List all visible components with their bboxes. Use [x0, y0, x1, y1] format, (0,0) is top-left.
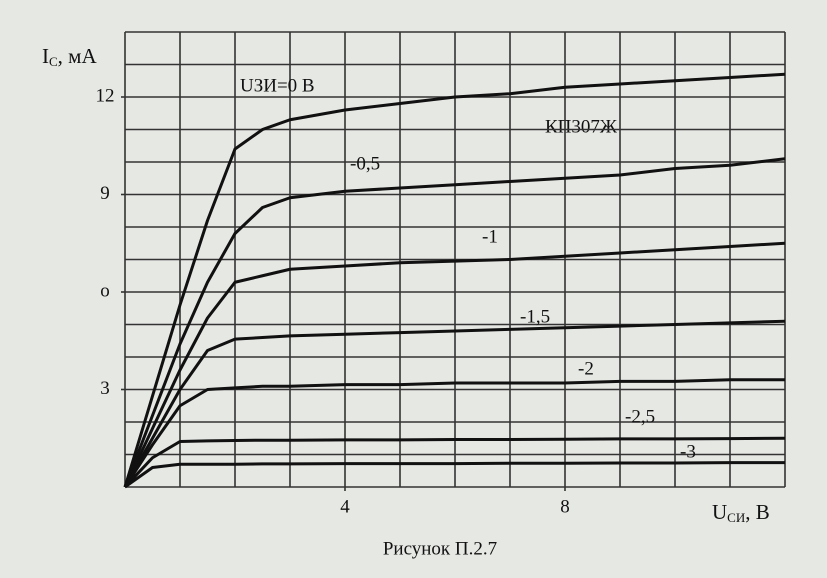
curve-label: -0,5 [350, 153, 380, 174]
curve [123, 241, 786, 488]
y-tick-label: 3 [100, 378, 110, 399]
curve [123, 72, 786, 488]
y-tick-label: 12 [96, 85, 115, 106]
x-axis-label: UСИ, В [712, 500, 770, 525]
x-tick-label: 4 [340, 496, 350, 517]
curve-label: -1 [482, 226, 498, 247]
curve-label: -3 [680, 441, 696, 462]
curve-label: -1,5 [520, 306, 550, 327]
curve-label: UЗИ=0 В [240, 75, 315, 96]
curve [123, 319, 786, 488]
caption: Рисунок П.2.7 [383, 538, 497, 559]
curve [123, 436, 786, 489]
curve-label: -2 [578, 358, 594, 379]
x-tick-label: 8 [560, 496, 570, 517]
curve [123, 157, 786, 488]
curve [123, 378, 785, 488]
y-axis-label: IС, мА [42, 44, 97, 69]
curve-label: -2,5 [625, 406, 655, 427]
y-tick-label: 9 [100, 183, 110, 204]
curve [124, 461, 785, 489]
y-tick-label: о [100, 280, 110, 301]
model-label: КП307Ж [545, 116, 618, 137]
